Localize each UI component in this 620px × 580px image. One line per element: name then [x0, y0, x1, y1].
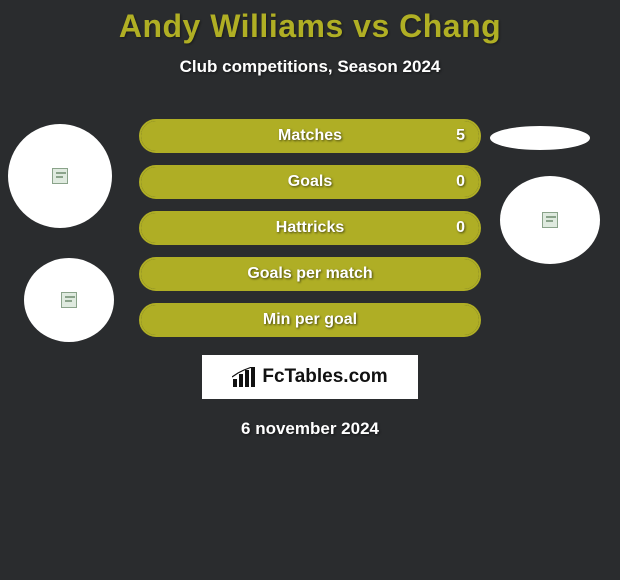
brand-badge: FcTables.com [202, 355, 418, 399]
stat-label: Hattricks [276, 219, 344, 237]
stat-row-goals: Goals 0 [139, 165, 481, 199]
stat-row-min-per-goal: Min per goal [139, 303, 481, 337]
portrait-placeholder [8, 124, 112, 228]
page-subtitle: Club competitions, Season 2024 [0, 57, 620, 77]
stat-label: Goals per match [247, 265, 372, 283]
portrait-placeholder [500, 176, 600, 264]
portrait-placeholder [490, 126, 590, 150]
image-placeholder-icon [542, 212, 558, 228]
stat-row-goals-per-match: Goals per match [139, 257, 481, 291]
portrait-placeholder [24, 258, 114, 342]
stat-value: 0 [456, 219, 465, 237]
stat-label: Matches [278, 127, 342, 145]
image-placeholder-icon [52, 168, 68, 184]
stat-row-hattricks: Hattricks 0 [139, 211, 481, 245]
stat-label: Goals [288, 173, 332, 191]
image-placeholder-icon [61, 292, 77, 308]
footer-date: 6 november 2024 [0, 419, 620, 439]
stat-label: Min per goal [263, 311, 357, 329]
stats-panel: Matches 5 Goals 0 Hattricks 0 Goals per … [139, 119, 481, 337]
brand-text: FcTables.com [262, 366, 387, 388]
stat-value: 0 [456, 173, 465, 191]
page-title: Andy Williams vs Chang [0, 8, 620, 45]
bar-chart-icon [232, 367, 256, 387]
stat-row-matches: Matches 5 [139, 119, 481, 153]
stat-value: 5 [456, 127, 465, 145]
